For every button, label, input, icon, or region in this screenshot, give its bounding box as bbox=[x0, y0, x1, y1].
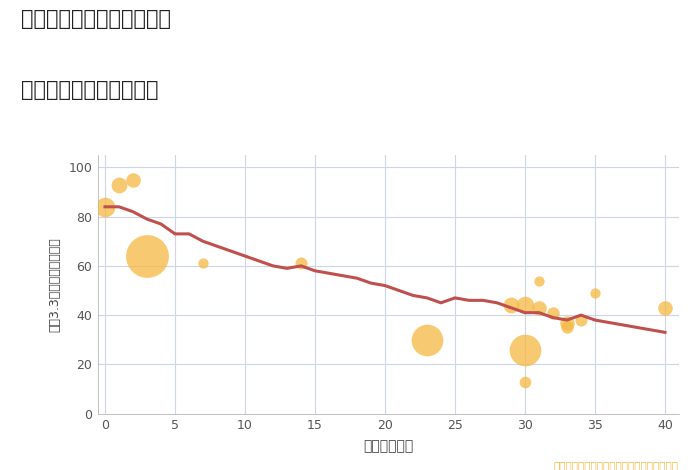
Text: 築年数別中古戸建て価格: 築年数別中古戸建て価格 bbox=[21, 80, 158, 100]
Text: 三重県津市久居桜が丘町の: 三重県津市久居桜が丘町の bbox=[21, 9, 171, 30]
Point bbox=[519, 302, 531, 309]
Point bbox=[99, 203, 111, 211]
Text: 円の大きさは、取引のあった物件面積を示す: 円の大きさは、取引のあった物件面積を示す bbox=[554, 460, 679, 470]
Point bbox=[561, 319, 573, 326]
Point bbox=[127, 176, 139, 183]
Point bbox=[533, 304, 545, 312]
X-axis label: 築年数（年）: 築年数（年） bbox=[363, 439, 414, 453]
Y-axis label: 坪（3.3㎡）単価（万円）: 坪（3.3㎡）単価（万円） bbox=[48, 237, 62, 332]
Point bbox=[547, 309, 559, 316]
Point bbox=[561, 324, 573, 331]
Point bbox=[533, 277, 545, 284]
Point bbox=[505, 302, 517, 309]
Point bbox=[589, 289, 601, 297]
Point bbox=[519, 346, 531, 353]
Point bbox=[295, 259, 307, 267]
Point bbox=[421, 336, 433, 344]
Point bbox=[659, 304, 671, 312]
Point bbox=[519, 378, 531, 385]
Point bbox=[141, 252, 153, 260]
Point bbox=[197, 259, 209, 267]
Point bbox=[113, 181, 125, 188]
Point bbox=[575, 316, 587, 324]
